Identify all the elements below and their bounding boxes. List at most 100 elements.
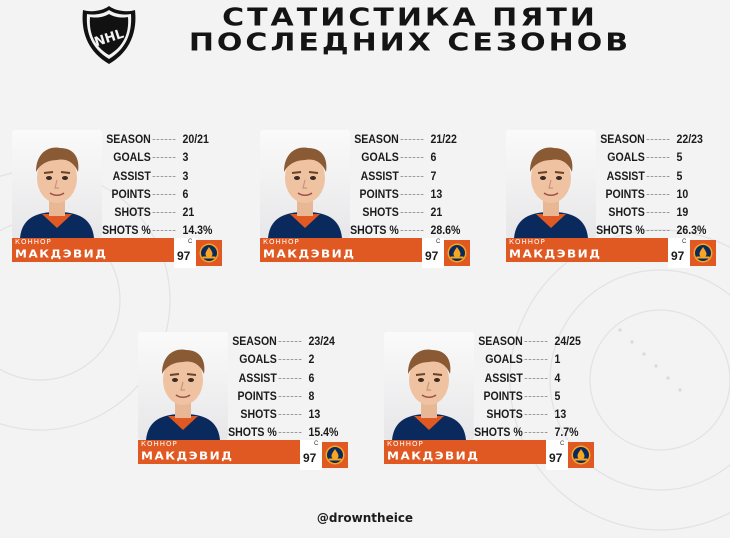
stat-label: ASSIST (606, 168, 645, 183)
stat-row-goals: GOALS 2 (224, 350, 347, 368)
stat-value: 7 (430, 168, 437, 183)
stat-value: 10 (676, 186, 689, 201)
stat-value: 13 (308, 407, 321, 422)
nhl-shield-icon: NHL (79, 4, 139, 66)
stat-label: POINTS (237, 388, 277, 403)
stat-value: 21 (182, 205, 195, 220)
stat-row-season: SEASON 24/25 (470, 332, 593, 350)
stats-table: SEASON 23/24 GOALS 2 ASSIST 6 POINTS 8 SHOTS… (224, 332, 348, 442)
stat-label: GOALS (113, 150, 151, 165)
stat-label: ASSIST (360, 168, 399, 183)
stat-value: 20/21 (182, 132, 209, 146)
stats-table: SEASON 24/25 GOALS 1 ASSIST 4 POINTS 5 SHOTS… (470, 332, 594, 442)
stat-label: SHOTS % (228, 425, 277, 440)
stat-label: SEASON (600, 132, 645, 146)
stat-label: SHOTS % (474, 425, 523, 440)
stat-value: 5 (676, 150, 683, 165)
stat-row-shots: SHOTS 21 (346, 203, 469, 221)
stat-label: ASSIST (484, 370, 523, 385)
leader-dots (646, 157, 670, 159)
player-position: C (682, 239, 687, 245)
stat-row-shots: SHOTS 13 (470, 405, 593, 423)
stat-label: SHOTS (240, 407, 277, 422)
stat-row-assist: ASSIST 7 (346, 167, 469, 185)
player-first-name: КОННОР (509, 238, 546, 246)
stat-value: 5 (554, 388, 561, 403)
jersey-number-box: C 97 (300, 440, 322, 470)
player-last-name: МАКДЭВИД (387, 450, 480, 463)
oilers-logo-icon (571, 445, 591, 465)
page-title: СТАТИСТИКА ПЯТИ ПОСЛЕДНИХ СЕЗОНОВ (150, 6, 670, 55)
stat-row-season: SEASON 20/21 (98, 130, 221, 148)
oilers-logo-icon (199, 243, 219, 263)
leader-dots (646, 193, 670, 195)
stat-label: POINTS (111, 186, 151, 201)
team-logo-box (444, 240, 470, 266)
stat-row-goals: GOALS 1 (470, 350, 593, 368)
stats-table: SEASON 20/21 GOALS 3 ASSIST 3 POINTS 6 SHOTS… (98, 130, 222, 240)
jersey-number: 97 (303, 451, 317, 465)
stat-label: SHOTS (608, 205, 645, 220)
stat-value: 21/22 (430, 132, 457, 146)
stat-value: 14.3% (182, 223, 213, 238)
stat-label: POINTS (359, 186, 399, 201)
stat-value: 24/25 (554, 334, 581, 348)
leader-dots (400, 157, 424, 159)
stat-row-points: POINTS 8 (224, 387, 347, 405)
season-card: SEASON 24/25 GOALS 1 ASSIST 4 POINTS 5 SHOTS… (384, 332, 594, 472)
stat-label: GOALS (239, 352, 277, 367)
stat-value: 4 (554, 370, 561, 385)
player-position: C (436, 239, 441, 245)
stat-row-season: SEASON 22/23 (592, 130, 715, 148)
leader-dots (646, 212, 670, 214)
stat-row-points: POINTS 5 (470, 387, 593, 405)
stat-label: GOALS (361, 150, 399, 165)
stat-row-season: SEASON 21/22 (346, 130, 469, 148)
player-last-name: МАКДЭВИД (141, 450, 234, 463)
stat-value: 13 (554, 407, 567, 422)
stat-value: 7.7% (554, 425, 579, 440)
stat-value: 5 (676, 168, 683, 183)
stat-row-season: SEASON 23/24 (224, 332, 347, 350)
player-position: C (560, 441, 565, 447)
stat-row-shots-pct: SHOTS % 15.4% (224, 423, 347, 441)
stat-label: SHOTS % (350, 223, 399, 238)
stat-value: 22/23 (676, 132, 703, 146)
leader-dots (524, 414, 548, 416)
leader-dots (278, 377, 302, 379)
stat-row-shots-pct: SHOTS % 26.3% (592, 221, 715, 239)
title-line-2: ПОСЛЕДНИХ СЕЗОНОВ (188, 28, 632, 57)
stat-value: 3 (182, 150, 189, 165)
stat-row-points: POINTS 6 (98, 185, 221, 203)
leader-dots (152, 157, 176, 159)
stat-label: POINTS (483, 388, 523, 403)
stat-label: ASSIST (238, 370, 277, 385)
leader-dots (278, 414, 302, 416)
player-position: C (188, 239, 193, 245)
stat-row-assist: ASSIST 4 (470, 369, 593, 387)
stat-row-shots-pct: SHOTS % 28.6% (346, 221, 469, 239)
stat-value: 8 (308, 388, 315, 403)
stat-row-shots-pct: SHOTS % 14.3% (98, 221, 221, 239)
jersey-number-box: C 97 (546, 440, 568, 470)
season-card: SEASON 23/24 GOALS 2 ASSIST 6 POINTS 8 SHOTS… (138, 332, 348, 472)
leader-dots (278, 359, 302, 361)
player-portrait (12, 130, 102, 238)
stat-value: 28.6% (430, 223, 461, 238)
oilers-logo-icon (325, 445, 345, 465)
name-plate: КОННОР МАКДЭВИД (506, 238, 668, 262)
team-logo-box (196, 240, 222, 266)
leader-dots (524, 341, 548, 342)
player-portrait (260, 130, 350, 238)
stat-value: 2 (308, 352, 315, 367)
season-card: SEASON 22/23 GOALS 5 ASSIST 5 POINTS 10 SHOT… (506, 130, 716, 270)
player-position: C (314, 441, 319, 447)
player-first-name: КОННОР (15, 238, 52, 246)
jersey-number: 97 (671, 249, 685, 263)
jersey-number: 97 (425, 249, 439, 263)
leader-dots (400, 139, 424, 140)
stat-row-assist: ASSIST 5 (592, 167, 715, 185)
stats-table: SEASON 22/23 GOALS 5 ASSIST 5 POINTS 10 SHOT… (592, 130, 716, 240)
leader-dots (152, 193, 176, 195)
stat-label: SEASON (354, 132, 399, 146)
